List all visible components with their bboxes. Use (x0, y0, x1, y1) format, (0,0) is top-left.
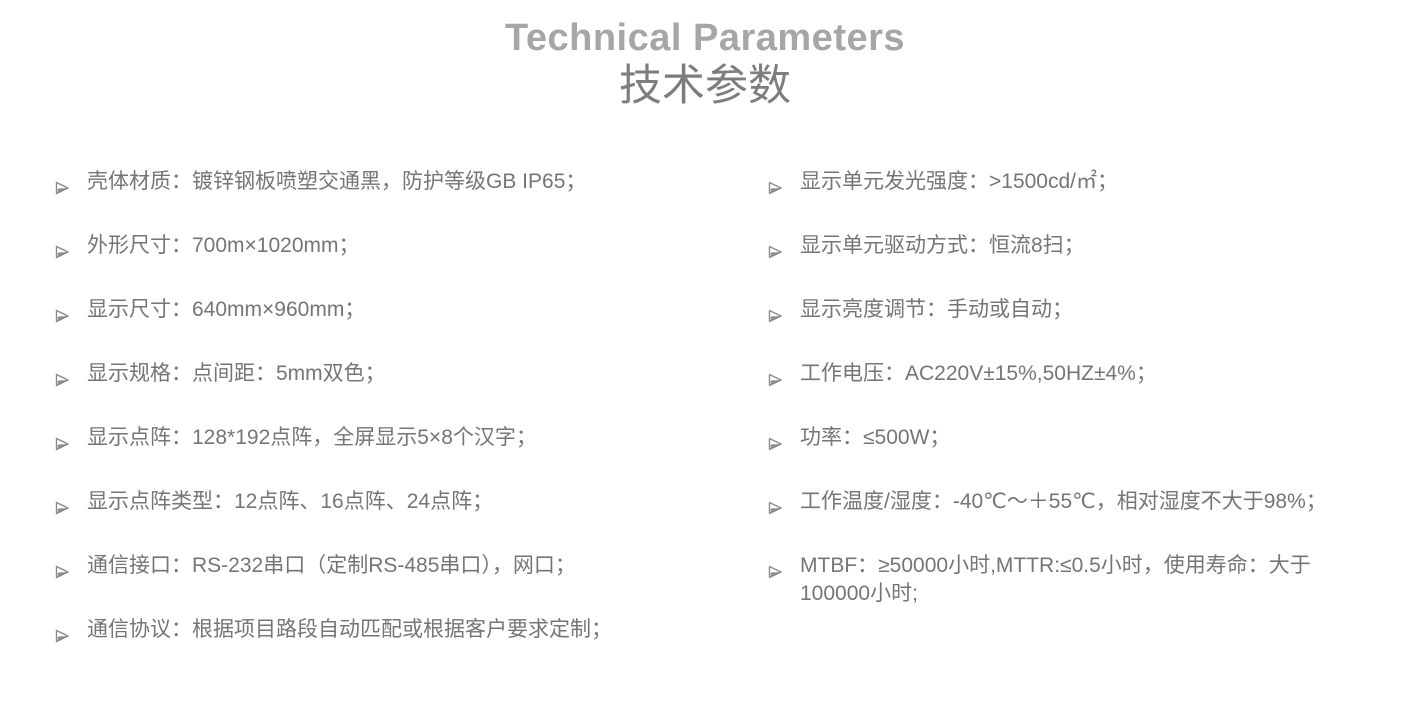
spec-text: 工作电压：AC220V±15%,50HZ±4%； (800, 362, 1157, 385)
arrow-bullet-icon (55, 175, 70, 195)
page-title-chinese: 技术参数 (619, 62, 791, 110)
spec-item: 显示单元发光强度：>1500cd/㎡； (768, 168, 1378, 196)
arrow-bullet-icon (768, 495, 783, 515)
arrow-bullet-icon (55, 239, 70, 259)
arrow-bullet-icon (55, 303, 70, 323)
spec-text: 显示点阵：128*192点阵，全屏显示5×8个汉字； (87, 426, 537, 449)
spec-item: 通信协议：根据项目路段自动匹配或根据客户要求定制； (55, 616, 710, 644)
spec-text: 显示单元驱动方式：恒流8扫； (800, 234, 1085, 257)
arrow-bullet-icon (768, 431, 783, 451)
spec-item: 工作温度/湿度：-40℃～＋55℃，相对湿度不大于98%； (768, 488, 1378, 516)
spec-text: 显示亮度调节：手动或自动； (800, 298, 1073, 321)
spec-text: 通信协议：根据项目路段自动匹配或根据客户要求定制； (87, 618, 612, 641)
arrow-bullet-icon (55, 495, 70, 515)
spec-item: 功率：≤500W； (768, 424, 1378, 452)
arrow-bullet-icon (55, 367, 70, 387)
spec-item: 显示规格：点间距：5mm双色； (55, 360, 710, 388)
spec-item: 显示亮度调节：手动或自动； (768, 296, 1378, 324)
spec-text: 显示尺寸：640mm×960mm； (87, 298, 366, 321)
spec-text: 壳体材质：镀锌钢板喷塑交通黑，防护等级GB IP65； (87, 170, 587, 193)
spec-text: MTBF：≥50000小时,MTTR:≤0.5小时，使用寿命：大于100000小… (800, 554, 1311, 605)
spec-text: 功率：≤500W； (800, 426, 951, 449)
spec-text: 工作温度/湿度：-40℃～＋55℃，相对湿度不大于98%； (800, 490, 1327, 513)
spec-item: 显示点阵：128*192点阵，全屏显示5×8个汉字； (55, 424, 710, 452)
spec-item: 工作电压：AC220V±15%,50HZ±4%； (768, 360, 1378, 388)
spec-column-right: 显示单元发光强度：>1500cd/㎡； 显示单元驱动方式：恒流8扫； 显示亮度调… (768, 168, 1378, 680)
spec-text: 显示规格：点间距：5mm双色； (87, 362, 386, 385)
spec-item: 显示尺寸：640mm×960mm； (55, 296, 710, 324)
spec-item: 显示单元驱动方式：恒流8扫； (768, 232, 1378, 260)
spec-item: 壳体材质：镀锌钢板喷塑交通黑，防护等级GB IP65； (55, 168, 710, 196)
spec-column-left: 壳体材质：镀锌钢板喷塑交通黑，防护等级GB IP65； 外形尺寸：700m×10… (55, 168, 710, 680)
spec-item: 显示点阵类型：12点阵、16点阵、24点阵； (55, 488, 710, 516)
arrow-bullet-icon (768, 367, 783, 387)
page-title-english: Technical Parameters (504, 17, 906, 59)
spec-columns: 壳体材质：镀锌钢板喷塑交通黑，防护等级GB IP65； 外形尺寸：700m×10… (0, 168, 1410, 680)
arrow-bullet-icon (768, 303, 783, 323)
spec-text: 显示单元发光强度：>1500cd/㎡； (800, 170, 1118, 193)
spec-item: MTBF：≥50000小时,MTTR:≤0.5小时，使用寿命：大于100000小… (768, 552, 1378, 608)
arrow-bullet-icon (768, 559, 783, 579)
spec-text: 外形尺寸：700m×1020mm； (87, 234, 360, 257)
spec-text: 显示点阵类型：12点阵、16点阵、24点阵； (87, 490, 494, 513)
arrow-bullet-icon (55, 431, 70, 451)
spec-item: 外形尺寸：700m×1020mm； (55, 232, 710, 260)
spec-text: 通信接口：RS-232串口（定制RS-485串口），网口； (87, 554, 576, 577)
spec-item: 通信接口：RS-232串口（定制RS-485串口），网口； (55, 552, 710, 580)
arrow-bullet-icon (55, 559, 70, 579)
arrow-bullet-icon (768, 175, 783, 195)
arrow-bullet-icon (768, 239, 783, 259)
arrow-bullet-icon (55, 623, 70, 643)
